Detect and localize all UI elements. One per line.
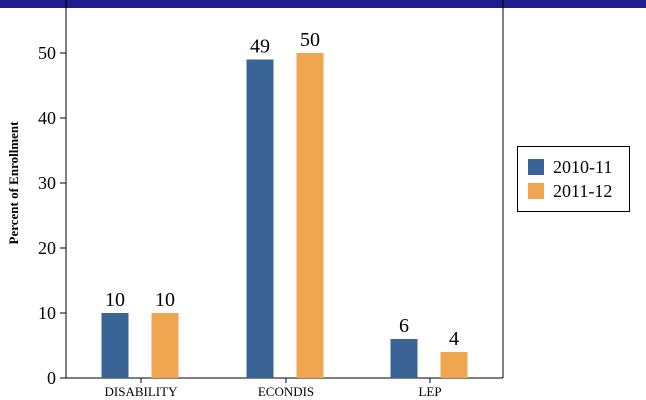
bar [151,313,179,378]
x-labels: DISABILITY ECONDIS LEP [105,378,442,399]
y-tick-label: 40 [38,108,56,128]
bar-labels: 10 49 6 10 50 4 [105,29,459,350]
bar [101,313,129,378]
bar-value-label: 10 [155,289,175,311]
bar-value-label: 4 [449,328,459,350]
y-tick-label: 30 [38,173,56,193]
bar [246,59,274,378]
bar-value-label: 49 [250,36,270,58]
bars [101,53,468,378]
y-axis-title: Percent of Enrollment [6,121,21,245]
bar [296,53,324,378]
x-tick-label: DISABILITY [105,384,179,399]
plot-frame [65,0,504,379]
legend: 2010-11 2011-12 [517,146,630,212]
bar [440,352,468,378]
bar-value-label: 6 [399,315,409,337]
x-tick-label: LEP [418,384,441,399]
legend-label-2011-12: 2011-12 [553,180,613,201]
y-tick-label: 50 [38,43,56,63]
x-tick-label: ECONDIS [258,384,314,399]
legend-swatch-2011-12 [528,183,544,199]
legend-label-2010-11: 2010-11 [553,156,613,177]
bar-value-label: 10 [105,289,125,311]
bar-value-label: 50 [300,29,320,51]
legend-item-2010-11: 2010-11 [528,156,612,178]
legend-item-2011-12: 2011-12 [528,180,612,202]
y-ticks: 0 10 20 30 40 50 [38,43,66,388]
y-tick-label: 10 [38,303,56,323]
y-tick-label: 20 [38,238,56,258]
legend-swatch-2010-11 [528,159,544,175]
bar [390,339,418,378]
y-tick-label: 0 [47,368,56,388]
header-bar [0,0,646,8]
